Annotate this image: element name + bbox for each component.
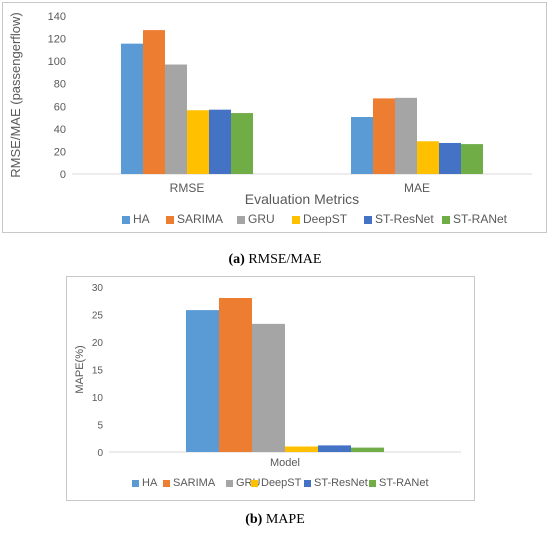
chart-a-legend-swatch-sarima [166, 216, 174, 224]
chart-b-legend-label-deepst: DeepST [261, 477, 302, 489]
caption-b-text: MAPE [265, 512, 305, 527]
chart-b-legend-label-ha: HA [142, 477, 158, 489]
caption-a-letter: (a) [228, 252, 245, 267]
chart-b-bar-st-ranet-model [351, 447, 384, 452]
chart-a-bar-deepst-rmse [187, 110, 209, 174]
chart-a-legend-label-gru: GRU [248, 212, 275, 226]
chart-rmse-mae: 0 20 40 60 80 100 120 140 RMSE MAE Evaluation Metr… [8, 11, 532, 226]
chart-a-legend-swatch-deepst [292, 216, 300, 224]
chart-b-ytick-label: 25 [92, 311, 104, 322]
chart-a-bar-st-ranet-mae [461, 144, 483, 174]
chart-a-bar-st-resnet-rmse [209, 109, 231, 174]
chart-b-x-axis-title: Model [270, 457, 300, 469]
chart-a-legend-label-deepst: DeepST [303, 212, 348, 226]
chart-a-legend-swatch-gru [237, 216, 245, 224]
caption-a-text: RMSE/MAE [248, 252, 322, 267]
chart-b-legend-label-st-ranet: ST-RANet [379, 477, 429, 489]
chart-a-frame [2, 2, 547, 233]
chart-a-bar-ha-mae [351, 117, 373, 174]
chart-a-ytick-label: 60 [54, 101, 66, 113]
chart-b-legend-swatch-gru [226, 480, 233, 487]
chart-a-ytick-label: 0 [60, 169, 66, 181]
chart-a-bar-st-ranet-rmse [231, 113, 253, 174]
chart-a-bar-ha-rmse [121, 43, 143, 175]
chart-b-legend-swatch-sarima [163, 480, 170, 487]
chart-b-ytick-label: 0 [97, 448, 103, 459]
chart-a-category-label: MAE [404, 181, 430, 195]
chart-a-ytick-label: 100 [48, 56, 66, 68]
chart-b-bar-st-resnet-model [318, 445, 351, 452]
chart-a-ytick-label: 120 [48, 34, 66, 46]
chart-b-legend-swatch-deepst [251, 480, 258, 487]
chart-a-legend-label-st-resnet: ST-ResNet [375, 212, 434, 226]
chart-a-legend-label-st-ranet: ST-RANet [453, 212, 508, 226]
chart-b-ytick-label: 15 [92, 366, 104, 377]
chart-a-ytick-label: 80 [54, 79, 66, 91]
chart-b-bar-sarima-model [219, 298, 252, 452]
chart-a-y-axis-title: RMSE/MAE (passengerflow) [8, 12, 23, 177]
chart-a-x-axis-title: Evaluation Metrics [245, 191, 359, 207]
chart-a-legend-swatch-st-resnet [364, 216, 372, 224]
chart-b-bar-gru-model [252, 323, 285, 452]
chart-a-legend-label-ha: HA [133, 212, 150, 226]
chart-b-ytick-label: 5 [97, 421, 103, 432]
chart-b-legend-label-st-resnet: ST-ResNet [314, 477, 368, 489]
chart-a-legend-swatch-st-ranet [442, 216, 450, 224]
chart-b-legend-label-sarima: SARIMA [173, 477, 216, 489]
chart-a-bar-sarima-rmse [143, 30, 165, 174]
chart-a-ytick-label: 140 [48, 11, 66, 23]
chart-a-bar-deepst-mae [417, 141, 439, 174]
chart-b-bar-deepst-model [285, 446, 318, 452]
chart-a-legend-swatch-ha [122, 216, 130, 224]
chart-a-legend-label-sarima: SARIMA [177, 212, 223, 226]
chart-b-ytick-label: 30 [92, 283, 104, 294]
chart-b-y-axis-title: MAPE(%) [74, 345, 86, 393]
chart-b-ytick-label: 20 [92, 338, 104, 349]
chart-a-ytick-label: 40 [54, 124, 66, 136]
chart-b-frame [66, 276, 475, 501]
chart-a-bar-gru-mae [395, 97, 417, 174]
caption-a: (a) RMSE/MAE [0, 252, 550, 268]
chart-b-bar-ha-model [186, 310, 219, 452]
chart-b-legend-swatch-st-ranet [369, 480, 376, 487]
chart-a-bar-sarima-mae [373, 98, 395, 174]
caption-b-letter: (b) [245, 512, 263, 527]
chart-a-ytick-label: 20 [54, 146, 66, 158]
caption-b: (b) MAPE [0, 512, 550, 528]
chart-b-legend-swatch-ha [132, 480, 139, 487]
chart-b-ytick-label: 10 [92, 393, 104, 404]
chart-b-legend-swatch-st-resnet [304, 480, 311, 487]
chart-a-bar-st-resnet-mae [439, 142, 461, 174]
chart-a-bar-gru-rmse [165, 64, 187, 174]
chart-a-category-label: RMSE [170, 181, 205, 195]
